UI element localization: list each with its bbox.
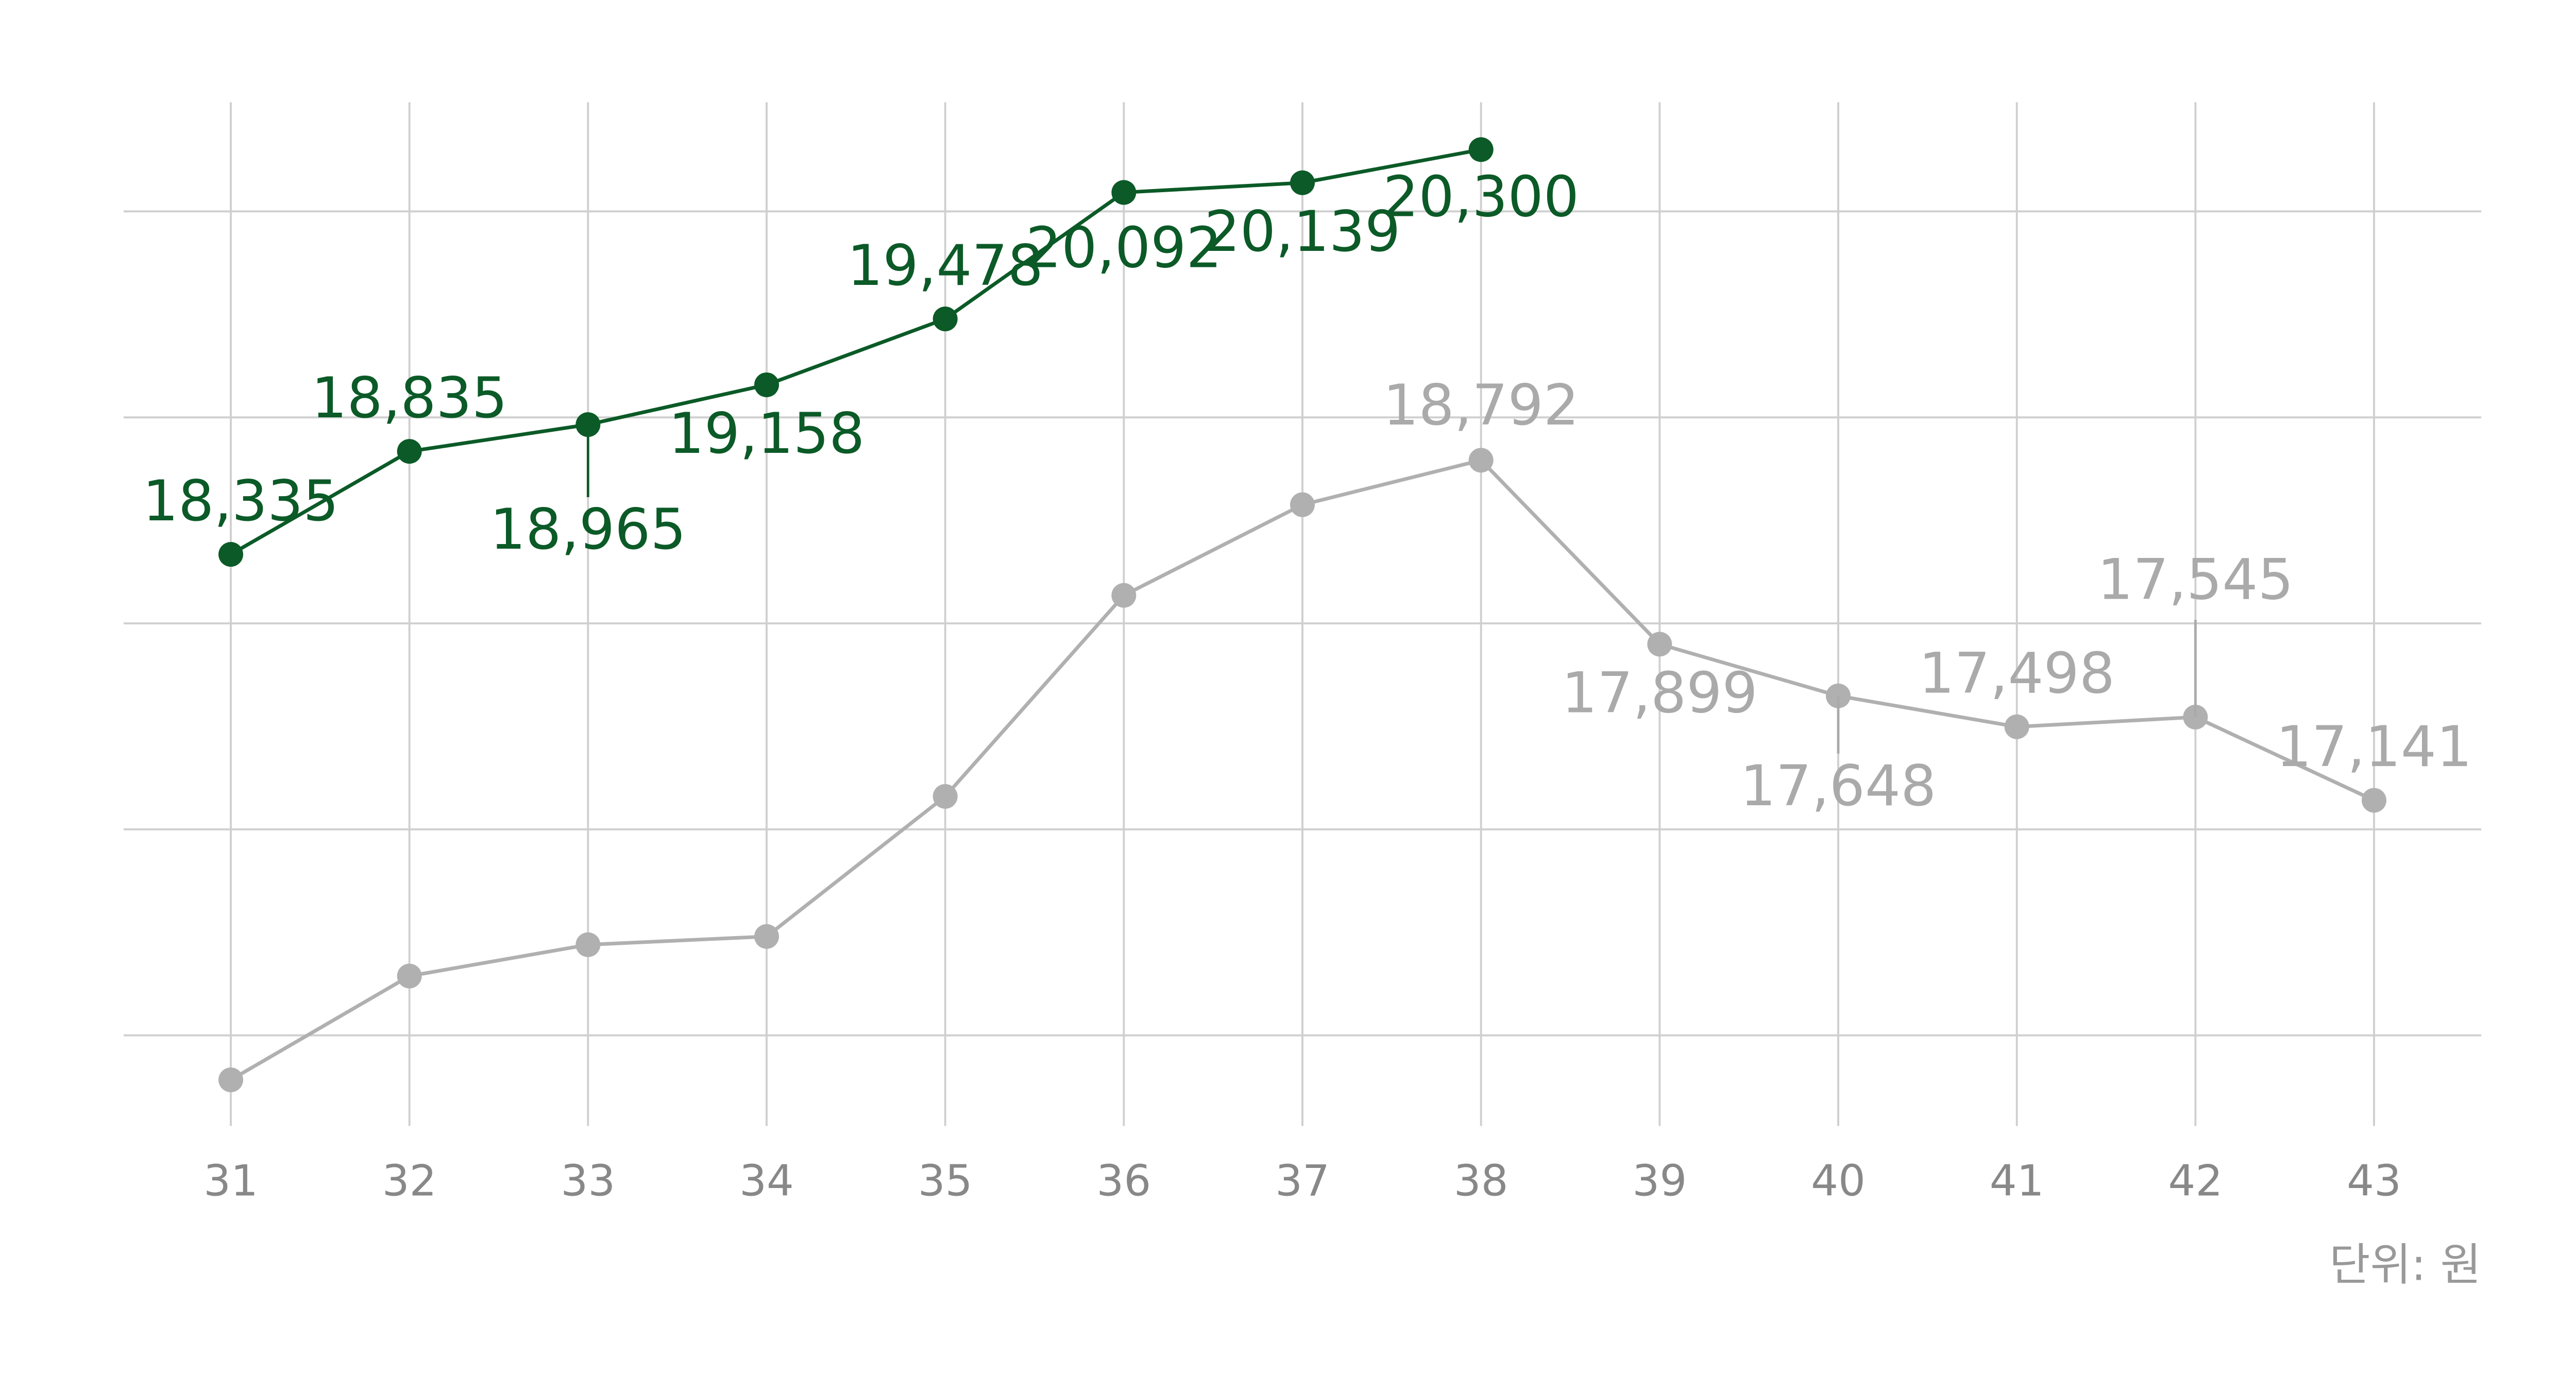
data-label: 20,300 [1383,164,1579,229]
point [218,542,243,567]
data-label: 18,965 [490,497,686,562]
data-label: 17,545 [2097,547,2294,613]
x-tick-label: 37 [1275,1156,1330,1206]
data-label: 19,478 [847,233,1043,298]
point [2004,714,2029,739]
point [933,307,958,332]
point [397,963,422,989]
unit-note: 단위: 원 [2329,1240,2481,1291]
point [1468,137,1494,162]
point [2362,788,2386,813]
series-line [230,147,1482,556]
point [1468,448,1494,473]
data-label: 17,141 [2276,714,2472,779]
data-label: 18,835 [311,365,507,431]
x-tick-label: 35 [918,1156,973,1206]
x-tick-label: 33 [561,1156,615,1206]
point [397,439,422,464]
point [754,372,779,397]
data-label: 18,335 [143,468,339,534]
data-label: 17,648 [1740,753,1937,819]
x-tick-label: 31 [204,1156,258,1206]
point [1290,492,1315,517]
x-tick-label: 41 [1990,1156,2044,1206]
data-label: 17,899 [1562,660,1758,726]
data-label: 20,139 [1205,199,1401,264]
x-tick-label: 32 [382,1156,437,1206]
point [1826,683,1851,708]
data-label: 20,092 [1026,215,1222,281]
x-tick-label: 40 [1811,1156,1866,1206]
data-label: 19,158 [669,401,865,466]
point [1647,632,1672,657]
data-label: 18,792 [1383,372,1579,438]
point [933,784,958,809]
x-tick-label: 36 [1096,1156,1151,1206]
x-tick-label: 34 [739,1156,794,1206]
point [1290,170,1315,195]
x-tick-label: 43 [2347,1156,2401,1206]
x-tick-label: 38 [1454,1156,1509,1206]
point [575,932,601,957]
point [754,924,779,949]
point [1111,180,1137,205]
point [218,1067,243,1093]
point [1111,583,1137,608]
data-label: 17,498 [1919,640,2115,706]
x-tick-label: 39 [1632,1156,1687,1206]
x-tick-label: 42 [2168,1156,2223,1206]
